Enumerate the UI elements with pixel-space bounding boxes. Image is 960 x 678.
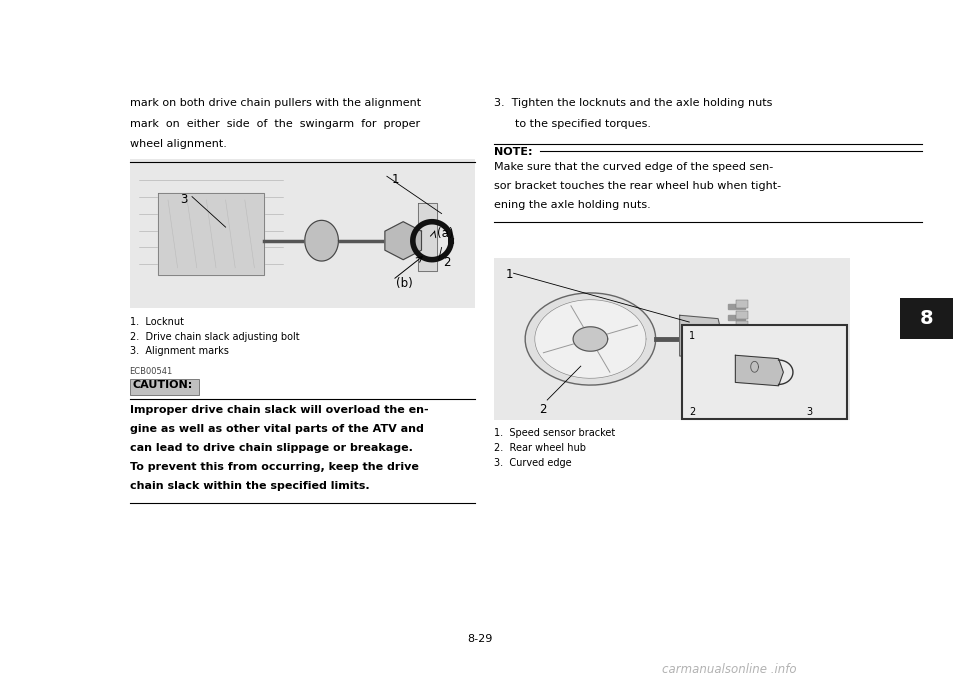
Text: 2.  Drive chain slack adjusting bolt: 2. Drive chain slack adjusting bolt — [130, 332, 300, 342]
Bar — [736, 354, 748, 362]
Text: 3.  Curved edge: 3. Curved edge — [494, 458, 572, 468]
Text: NOTE:: NOTE: — [494, 147, 533, 157]
Bar — [728, 325, 745, 331]
Text: carmanualsonline .info: carmanualsonline .info — [662, 663, 797, 676]
Text: (a): (a) — [437, 227, 453, 240]
Text: 2: 2 — [444, 256, 451, 269]
Text: mark on both drive chain pullers with the alignment: mark on both drive chain pullers with th… — [130, 98, 420, 108]
Bar — [736, 300, 748, 308]
Bar — [494, 258, 850, 420]
Bar — [728, 369, 745, 374]
Text: 2: 2 — [540, 403, 547, 416]
Text: 8-29: 8-29 — [468, 634, 492, 644]
Text: (b): (b) — [396, 277, 412, 290]
Text: 1: 1 — [689, 331, 695, 341]
Polygon shape — [418, 203, 437, 271]
Bar — [736, 311, 748, 319]
Bar — [728, 358, 745, 363]
Polygon shape — [573, 327, 608, 351]
Text: ening the axle holding nuts.: ening the axle holding nuts. — [494, 200, 651, 210]
Bar — [728, 336, 745, 342]
Bar — [728, 304, 745, 309]
Bar — [736, 365, 748, 373]
Polygon shape — [535, 300, 646, 378]
Text: Make sure that the curved edge of the speed sen-: Make sure that the curved edge of the sp… — [494, 162, 774, 172]
Text: 3: 3 — [806, 407, 812, 417]
Text: 2: 2 — [689, 407, 696, 417]
Text: 1: 1 — [506, 268, 514, 281]
Text: 1.  Locknut: 1. Locknut — [130, 317, 183, 327]
Bar — [130, 379, 199, 395]
Bar — [130, 159, 475, 308]
Text: 3.  Tighten the locknuts and the axle holding nuts: 3. Tighten the locknuts and the axle hol… — [494, 98, 773, 108]
Text: wheel alignment.: wheel alignment. — [130, 139, 227, 149]
Polygon shape — [680, 315, 723, 359]
Text: chain slack within the specified limits.: chain slack within the specified limits. — [130, 481, 370, 492]
Bar — [736, 332, 748, 340]
Bar — [682, 325, 847, 419]
Text: 2.  Rear wheel hub: 2. Rear wheel hub — [494, 443, 587, 454]
Bar — [728, 347, 745, 353]
Polygon shape — [305, 220, 339, 261]
Text: gine as well as other vital parts of the ATV and: gine as well as other vital parts of the… — [130, 424, 423, 435]
Bar — [736, 321, 748, 330]
Bar — [736, 343, 748, 351]
Text: 3: 3 — [180, 193, 188, 206]
Text: CAUTION:: CAUTION: — [132, 380, 193, 391]
Polygon shape — [158, 193, 264, 275]
Text: sor bracket touches the rear wheel hub when tight-: sor bracket touches the rear wheel hub w… — [494, 181, 781, 191]
Bar — [900, 298, 953, 339]
Polygon shape — [525, 293, 656, 385]
Text: 1.  Speed sensor bracket: 1. Speed sensor bracket — [494, 428, 615, 439]
Text: to the specified torques.: to the specified torques. — [494, 119, 652, 129]
Text: Improper drive chain slack will overload the en-: Improper drive chain slack will overload… — [130, 405, 428, 416]
Polygon shape — [735, 355, 783, 386]
Text: ECB00541: ECB00541 — [130, 367, 173, 376]
Text: To prevent this from occurring, keep the drive: To prevent this from occurring, keep the… — [130, 462, 419, 473]
Text: can lead to drive chain slippage or breakage.: can lead to drive chain slippage or brea… — [130, 443, 413, 454]
Bar — [728, 315, 745, 320]
Text: 1: 1 — [392, 173, 399, 186]
Polygon shape — [385, 222, 421, 260]
Text: mark  on  either  side  of  the  swingarm  for  proper: mark on either side of the swingarm for … — [130, 119, 420, 129]
Text: 8: 8 — [920, 309, 934, 328]
Text: 3.  Alignment marks: 3. Alignment marks — [130, 346, 228, 357]
